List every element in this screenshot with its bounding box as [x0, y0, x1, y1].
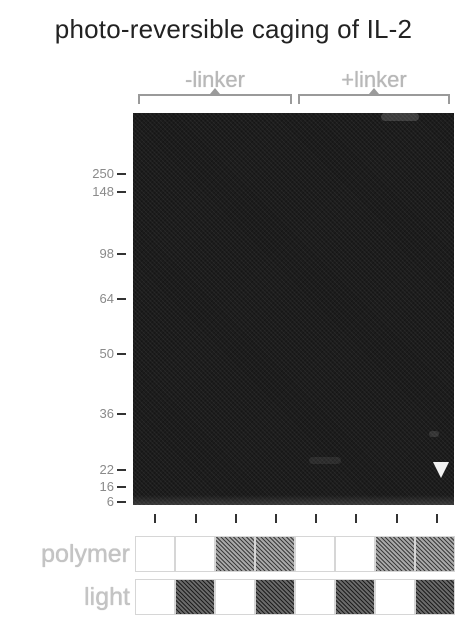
lane-tick — [436, 514, 438, 523]
lane-tick — [195, 514, 197, 523]
mw-marker: 6 — [40, 493, 130, 511]
condition-cell-light-6 — [335, 579, 375, 615]
gel-band — [309, 457, 341, 464]
mw-marker: 64 — [40, 290, 130, 308]
marker-tick — [117, 191, 126, 193]
marker-tick — [117, 469, 126, 471]
marker-tick — [117, 173, 126, 175]
condition-cell-polymer-4 — [255, 536, 295, 572]
mw-marker: 50 — [40, 345, 130, 363]
mw-marker: 148 — [40, 183, 130, 201]
mw-label: 50 — [99, 346, 114, 361]
condition-cell-light-4 — [255, 579, 295, 615]
condition-cell-polymer-6 — [335, 536, 375, 572]
dye-front — [133, 495, 454, 505]
gel-band — [429, 431, 439, 437]
lane-tick — [235, 514, 237, 523]
marker-tick — [117, 253, 126, 255]
mw-label: 22 — [99, 462, 114, 477]
condition-cell-light-8 — [415, 579, 455, 615]
condition-cell-polymer-5 — [295, 536, 335, 572]
group-label-minus-linker: -linker — [185, 67, 245, 92]
marker-tick — [117, 413, 126, 415]
mw-label: 64 — [99, 291, 114, 306]
lane-tick — [154, 514, 156, 523]
condition-cell-polymer-7 — [375, 536, 415, 572]
condition-cell-polymer-8 — [415, 536, 455, 572]
mw-label: 36 — [99, 406, 114, 421]
condition-cell-light-2 — [175, 579, 215, 615]
mw-label: 148 — [92, 184, 114, 199]
condition-cell-polymer-3 — [215, 536, 255, 572]
mw-marker: 22 — [40, 461, 130, 479]
gel-band — [381, 113, 419, 121]
triangle-down-icon — [433, 462, 449, 478]
mw-label: 6 — [106, 494, 114, 509]
bracket-tip — [210, 88, 220, 94]
marker-tick — [117, 486, 126, 488]
figure-title: photo-reversible caging of IL-2 — [54, 14, 413, 44]
lane-tick — [396, 514, 398, 523]
mw-marker: 250 — [40, 165, 130, 183]
lane-tick — [315, 514, 317, 523]
row-label-polymer: polymer — [41, 540, 130, 568]
marker-tick — [117, 353, 126, 355]
marker-tick — [117, 298, 126, 300]
row-label-light: light — [84, 583, 130, 611]
condition-cell-light-3 — [215, 579, 255, 615]
mw-label: 16 — [99, 479, 114, 494]
group-bracket-plus-linker — [298, 88, 450, 104]
condition-cell-light-1 — [135, 579, 175, 615]
marker-tick — [117, 501, 126, 503]
mw-label: 250 — [92, 166, 114, 181]
group-bracket-minus-linker — [138, 88, 292, 104]
mw-marker: 16 — [40, 478, 130, 496]
group-label-plus-linker: +linker — [341, 67, 407, 92]
gel-image — [133, 113, 454, 505]
condition-cell-polymer-1 — [135, 536, 175, 572]
condition-cell-light-5 — [295, 579, 335, 615]
mw-marker: 98 — [40, 245, 130, 263]
lane-tick — [355, 514, 357, 523]
bracket-tip — [369, 88, 379, 94]
condition-cell-polymer-2 — [175, 536, 215, 572]
mw-label: 98 — [99, 246, 114, 261]
lane-tick — [275, 514, 277, 523]
mw-marker: 36 — [40, 405, 130, 423]
condition-cell-light-7 — [375, 579, 415, 615]
